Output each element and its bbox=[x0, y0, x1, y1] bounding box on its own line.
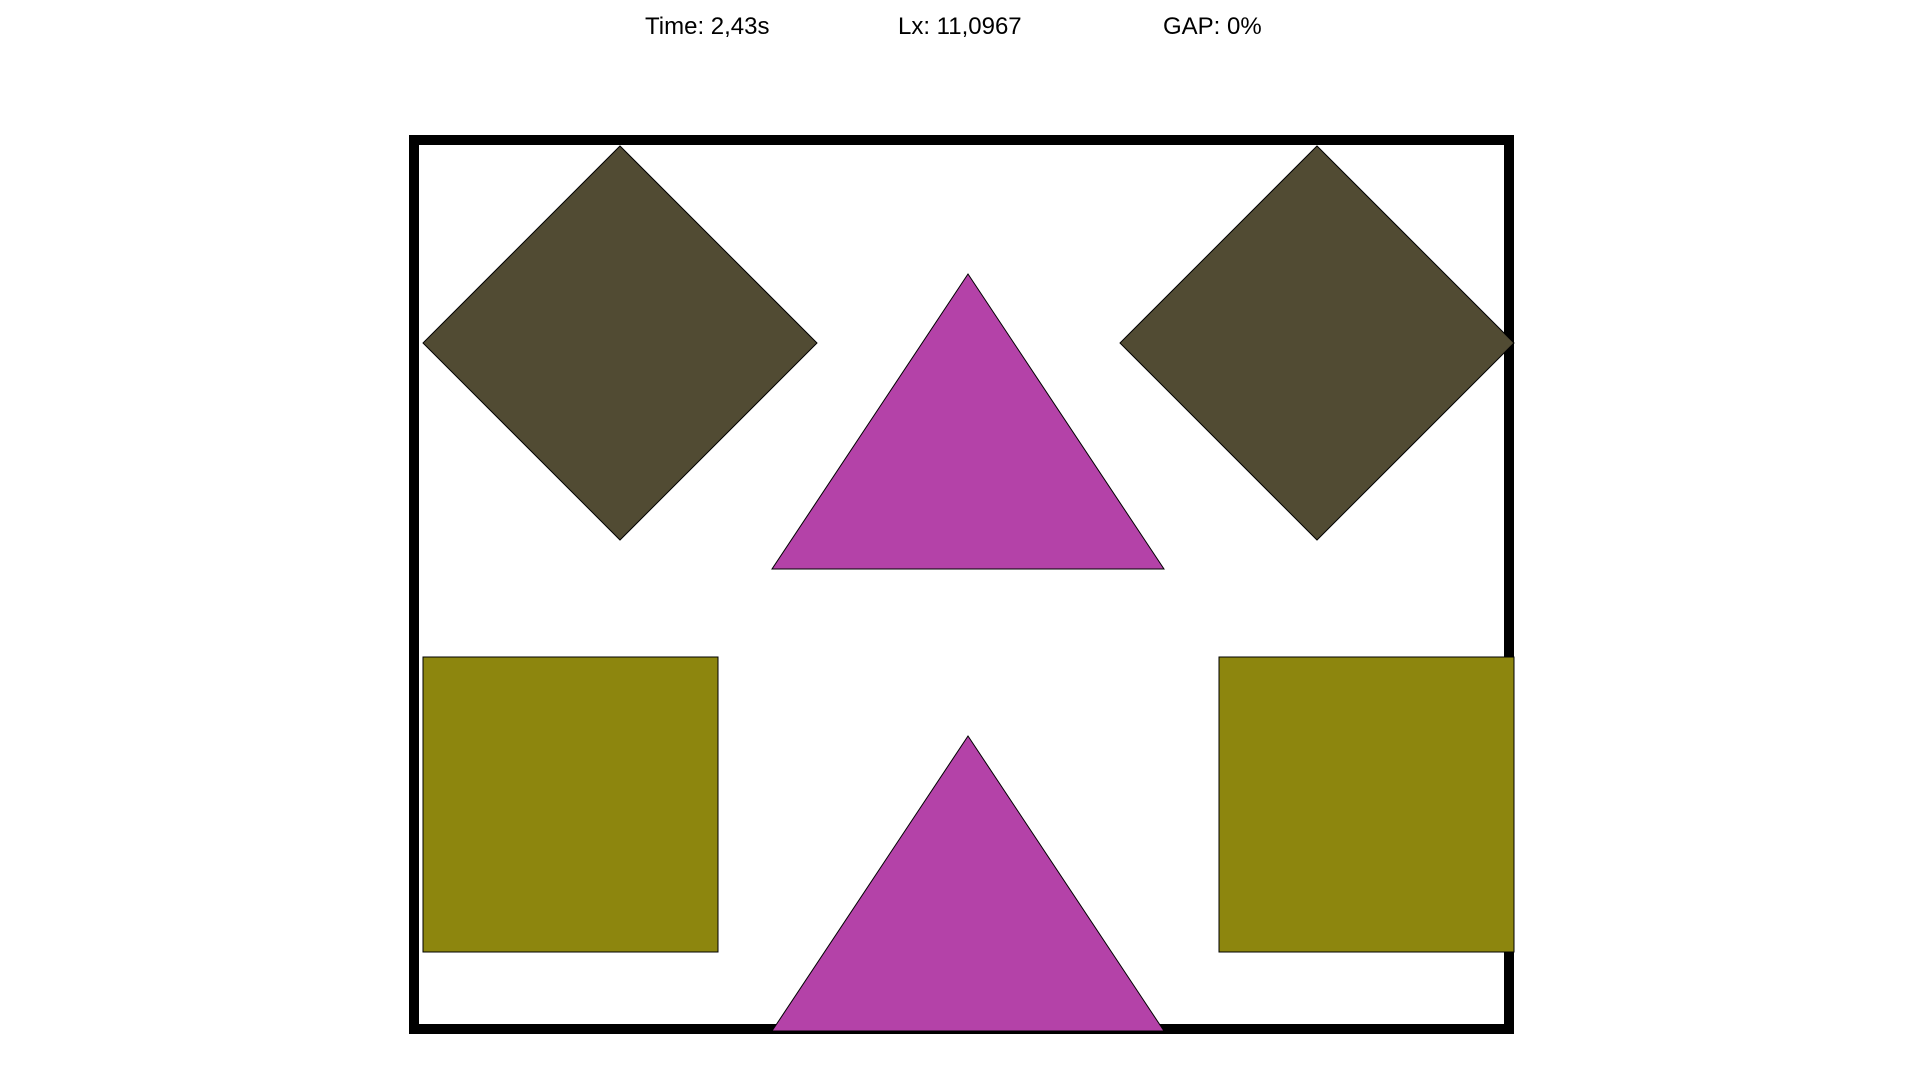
triangle-top-center[interactable] bbox=[771, 273, 1165, 570]
square-bottom-left[interactable] bbox=[422, 656, 719, 953]
diamond-top-left[interactable] bbox=[422, 145, 818, 541]
triangle-bottom-center[interactable] bbox=[771, 735, 1165, 1032]
diamond-top-right[interactable] bbox=[1119, 145, 1515, 541]
gap-readout: GAP: 0% bbox=[1163, 13, 1262, 40]
lx-readout: Lx: 11,0967 bbox=[898, 13, 1022, 40]
time-readout: Time: 2,43s bbox=[645, 13, 770, 40]
square-bottom-right[interactable] bbox=[1218, 656, 1515, 953]
hud-bar: Time: 2,43s Lx: 11,0967 GAP: 0% bbox=[0, 12, 1920, 44]
